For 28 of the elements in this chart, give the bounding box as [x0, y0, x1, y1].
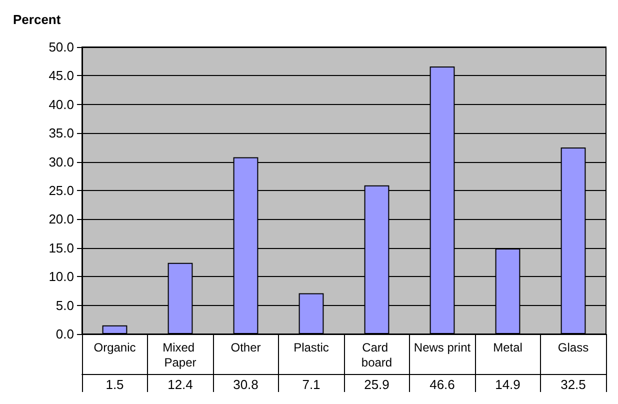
x-tick-label: Mixed Paper: [162, 340, 198, 370]
y-axis-title: Percent: [13, 12, 62, 27]
x-tick-label: Card board: [361, 340, 392, 370]
x-tick-label: Glass: [558, 340, 589, 354]
x-tick-label: Metal: [493, 340, 522, 354]
x-tick-label: News print: [414, 340, 472, 354]
data-label: 1.5: [106, 377, 124, 392]
y-tick-label: 15.0: [48, 240, 74, 256]
y-tick-label: 50.0: [48, 40, 74, 54]
data-label: 7.1: [302, 377, 320, 392]
x-tick-label: Other: [230, 340, 261, 354]
x-tick-label: Organic: [94, 340, 136, 354]
y-tick-label: 35.0: [48, 126, 74, 141]
y-tick-label: 5.0: [56, 298, 74, 313]
y-tick-label: 20.0: [48, 212, 74, 227]
y-tick-label: 0.0: [56, 326, 74, 342]
data-label: 30.8: [233, 377, 258, 392]
data-label: 12.4: [168, 377, 193, 392]
y-tick-label: 25.0: [48, 183, 74, 198]
y-tick-label: 10.0: [48, 269, 74, 284]
y-tick-label: 30.0: [48, 154, 74, 170]
data-label: 32.5: [560, 377, 586, 392]
y-tick-label: 40.0: [48, 96, 74, 112]
data-label: 14.9: [495, 377, 520, 392]
data-label: 46.6: [430, 377, 455, 392]
data-label: 25.9: [364, 377, 390, 392]
y-tick-label: 45.0: [48, 68, 74, 84]
x-tick-label: Plastic: [294, 340, 329, 354]
